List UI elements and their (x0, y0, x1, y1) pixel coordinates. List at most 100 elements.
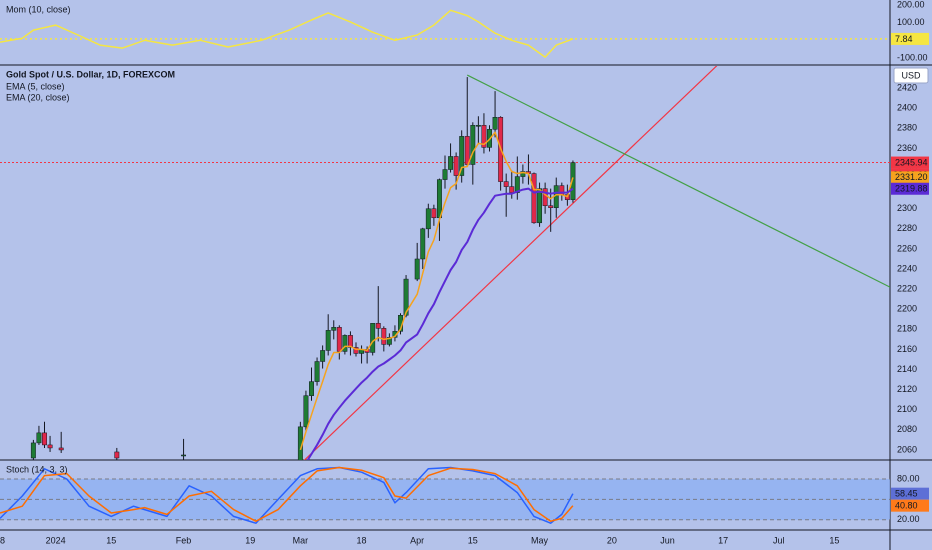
candle-body (336, 327, 342, 352)
legend-entry: EMA (20, close) (6, 92, 70, 102)
price-tag (891, 487, 929, 500)
candle-body (436, 179, 442, 219)
y-tick-label: 2180 (897, 324, 917, 334)
price-tag-label: 2331.20 (895, 172, 928, 182)
y-tick-label: 2300 (897, 203, 917, 213)
currency[interactable]: USD (901, 70, 921, 80)
candle-body (470, 125, 476, 165)
price-tag (891, 171, 929, 184)
price-tag-label: 7.84 (895, 34, 913, 44)
candle-body (320, 350, 326, 362)
mom-title: Mom (10, close) (6, 4, 71, 14)
y-tick-label: 2080 (897, 424, 917, 434)
candle-body (386, 337, 392, 345)
series-line (0, 9, 574, 58)
y-tick-label: 2220 (897, 284, 917, 294)
candle-body (503, 181, 509, 187)
y-tick-label: 2100 (897, 404, 917, 414)
candle-body (459, 136, 465, 176)
candle-body (448, 156, 454, 170)
candle-body (114, 451, 120, 459)
trend-line (466, 74, 890, 288)
x-tick-label: 15 (829, 535, 839, 545)
candle-body (297, 426, 303, 460)
x-tick-label: Jun (660, 535, 675, 545)
candle-body (347, 335, 353, 348)
candle-body (464, 136, 470, 165)
candle-body (537, 188, 543, 224)
candle-body (509, 186, 515, 193)
series-line (0, 466, 574, 522)
candle-body (414, 258, 420, 280)
y-tick-label: 100.00 (897, 17, 925, 27)
x-tick-label: Feb (176, 535, 192, 545)
candle-body (58, 447, 64, 451)
price-tag-label: 2345.94 (895, 157, 928, 167)
y-tick-label: 2060 (897, 444, 917, 454)
candle-body (520, 171, 526, 177)
candle-body (548, 205, 554, 208)
price-tag (891, 499, 929, 512)
candle-body (181, 454, 187, 457)
x-tick-label: 18 (0, 535, 5, 545)
y-tick-label: 20.00 (897, 514, 920, 524)
x-tick-label: Mar (293, 535, 309, 545)
y-tick-label: 2400 (897, 103, 917, 113)
candle-body (481, 125, 487, 148)
candle-body (325, 330, 331, 351)
x-tick-label: Jul (773, 535, 785, 545)
y-tick-label: 80.00 (897, 473, 920, 483)
candle-body (370, 323, 376, 353)
candle-body (36, 432, 42, 444)
x-tick-label: 17 (718, 535, 728, 545)
y-tick-label: 2380 (897, 123, 917, 133)
candle-body (30, 442, 36, 459)
series-line (306, 187, 574, 460)
candle-body (353, 347, 359, 354)
currency-box[interactable] (893, 67, 929, 84)
candle-body (375, 323, 381, 329)
price-tag (891, 182, 929, 195)
candle-body (47, 444, 53, 449)
candle-body (314, 361, 320, 382)
candle-body (425, 208, 431, 230)
candle-body (309, 381, 314, 396)
x-tick-label: May (531, 535, 549, 545)
y-tick-label: 2360 (897, 143, 917, 153)
x-tick-label: 20 (607, 535, 617, 545)
x-tick-label: 15 (106, 535, 116, 545)
y-tick-label: 2240 (897, 263, 917, 273)
candle-body (570, 162, 576, 200)
y-tick-label: 2200 (897, 304, 917, 314)
momentum-pane (0, 9, 890, 58)
price-pane (0, 66, 890, 460)
x-tick-label: 18 (357, 535, 367, 545)
y-tick-label: 2120 (897, 384, 917, 394)
series-line (0, 466, 574, 524)
x-tick-label: 2024 (46, 535, 66, 545)
candle-body (331, 327, 337, 331)
candle-body (531, 173, 537, 224)
y-tick-label: 2280 (897, 223, 917, 233)
legend-entry: EMA (5, close) (6, 81, 65, 91)
candle-body (431, 208, 437, 219)
price-tag-label: 2319.88 (895, 184, 928, 194)
y-tick-label: -100.00 (897, 52, 928, 62)
candle-body (381, 328, 387, 345)
stoch-title: Stoch (14, 3, 3) (6, 464, 68, 474)
y-tick-label: 2140 (897, 364, 917, 374)
x-tick-label: 19 (245, 535, 255, 545)
candle-body (420, 228, 426, 260)
y-tick-label: 2160 (897, 344, 917, 354)
candle-body (453, 156, 459, 176)
candle-body (542, 188, 548, 206)
candle-body (342, 335, 348, 352)
y-tick-label: 200.00 (897, 0, 925, 9)
candle-body (442, 169, 448, 180)
y-tick-label: 2260 (897, 243, 917, 253)
price-tag-label: 40.80 (895, 501, 918, 511)
stoch-pane (0, 466, 890, 524)
